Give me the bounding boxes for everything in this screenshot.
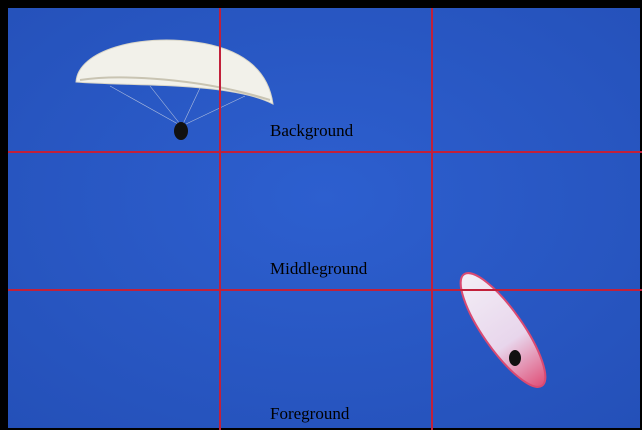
photo: Background Middleground Foreground [0, 0, 642, 430]
label-foreground: Foreground [270, 404, 350, 423]
label-background: Background [270, 121, 354, 140]
page: Background Middleground Foreground (() =… [0, 0, 642, 430]
label-middleground: Middleground [270, 259, 368, 278]
